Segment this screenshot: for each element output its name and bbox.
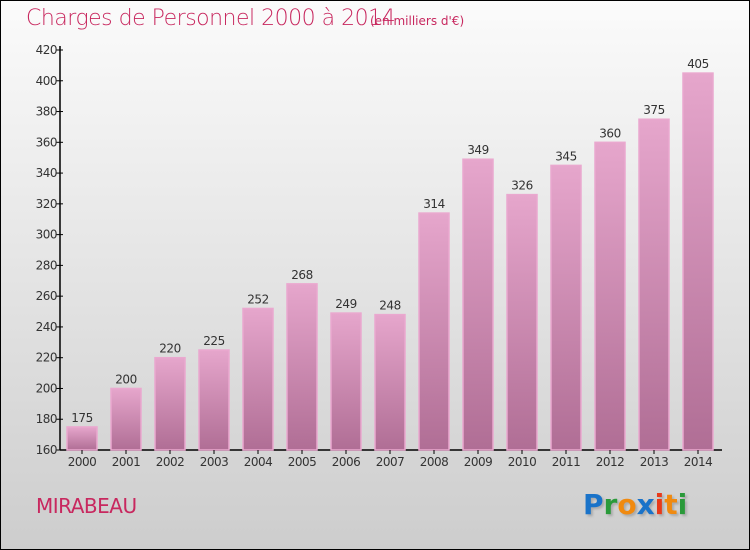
bar: [198, 349, 230, 451]
data-label: 360: [599, 126, 620, 140]
bar: [330, 312, 362, 451]
x-tick-label: 2006: [332, 455, 361, 469]
bar: [110, 387, 142, 451]
y-tick-label: 400: [36, 74, 57, 88]
data-label: 249: [335, 297, 356, 311]
x-tick-label: 2013: [640, 455, 669, 469]
data-label: 200: [115, 372, 136, 386]
data-label: 175: [71, 411, 92, 425]
bar: [374, 313, 406, 451]
data-label: 345: [555, 149, 576, 163]
data-label: 405: [687, 57, 708, 71]
y-tick-label: 260: [36, 289, 57, 303]
data-label: 225: [203, 334, 224, 348]
city-name: MIRABEAU: [36, 494, 137, 518]
x-tick-label: 2010: [508, 455, 537, 469]
y-tick-label: 340: [36, 166, 57, 180]
x-tick-label: 2014: [684, 455, 713, 469]
logo-letter: o: [617, 488, 637, 521]
x-tick-label: 2000: [68, 455, 97, 469]
data-label: 349: [467, 143, 488, 157]
logo-letter: r: [603, 488, 618, 521]
data-label: 314: [423, 197, 444, 211]
y-tick-label: 420: [36, 43, 57, 57]
y-tick-label: 160: [36, 443, 57, 457]
x-tick-label: 2001: [112, 455, 141, 469]
logo-letter: i: [677, 488, 688, 521]
logo-letter: i: [654, 488, 665, 521]
x-tick-label: 2012: [596, 455, 625, 469]
bar: [66, 426, 98, 451]
x-tick-label: 2004: [244, 455, 273, 469]
bar: [550, 164, 582, 451]
data-label: 268: [291, 268, 312, 282]
bar: [594, 141, 626, 451]
bar: [682, 72, 714, 451]
x-tick-label: 2005: [288, 455, 317, 469]
data-label: 248: [379, 299, 400, 313]
bar: [506, 193, 538, 451]
y-tick-label: 180: [36, 412, 57, 426]
logo-letter: P: [583, 488, 604, 521]
bar: [242, 307, 274, 451]
data-label: 220: [159, 342, 180, 356]
bar: [638, 118, 670, 451]
chart-subtitle: (en milliers d'€): [370, 14, 465, 28]
proxiti-logo: Proxiti: [583, 488, 687, 521]
bar: [418, 212, 450, 451]
y-tick-label: 320: [36, 197, 57, 211]
y-tick-label: 360: [36, 135, 57, 149]
bar: [286, 283, 318, 451]
y-tick-label: 280: [36, 258, 57, 272]
logo-letter: t: [664, 488, 678, 521]
data-label: 375: [643, 103, 664, 117]
data-label: 326: [511, 179, 532, 193]
x-tick-label: 2009: [464, 455, 493, 469]
chart-title: Charges de Personnel 2000 à 2014: [26, 6, 396, 31]
y-tick-label: 380: [36, 105, 57, 119]
data-label: 252: [247, 292, 268, 306]
bar: [462, 158, 494, 451]
x-tick-label: 2003: [200, 455, 229, 469]
logo-letter: x: [636, 488, 655, 521]
x-tick-label: 2002: [156, 455, 185, 469]
x-tick-label: 2007: [376, 455, 405, 469]
y-tick-label: 200: [36, 381, 57, 395]
bar: [154, 356, 186, 451]
y-tick-label: 240: [36, 320, 57, 334]
y-tick-label: 220: [36, 351, 57, 365]
y-tick-label: 300: [36, 228, 57, 242]
x-tick-label: 2011: [552, 455, 581, 469]
x-tick-label: 2008: [420, 455, 449, 469]
